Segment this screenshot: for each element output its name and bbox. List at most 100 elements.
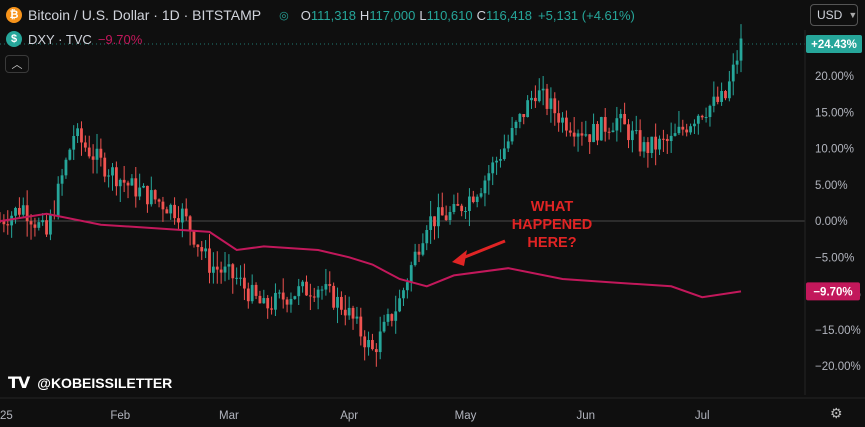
candle-body	[142, 185, 145, 188]
x-tick-label: Feb	[110, 410, 130, 422]
compare-value: −9.70%	[97, 31, 143, 47]
eye-icon[interactable]: ◎	[279, 9, 289, 22]
candle-body	[650, 136, 654, 153]
candle-body	[301, 281, 305, 287]
candle-body	[21, 205, 25, 215]
candle-body	[138, 187, 142, 197]
candle-body	[227, 264, 231, 267]
candle-body	[720, 91, 724, 102]
candle-body	[735, 60, 739, 65]
candle-body	[382, 321, 386, 332]
candle-body	[677, 126, 681, 134]
candle-body	[630, 130, 634, 141]
candle-body	[433, 216, 436, 227]
x-tick-label: Jun	[577, 410, 596, 422]
candle-body	[662, 138, 665, 140]
candle-body	[704, 117, 708, 119]
candle-body	[634, 130, 638, 132]
candle-body	[87, 147, 91, 157]
candle-body	[460, 205, 464, 212]
tradingview-logo-icon: TV	[8, 373, 30, 392]
candle-body	[483, 180, 487, 194]
candle-body	[627, 124, 630, 141]
candle-body	[638, 130, 642, 152]
candle-body	[270, 308, 273, 310]
ohlc-open: O111,318	[300, 7, 356, 23]
candle-body	[324, 284, 328, 290]
candle-body	[654, 136, 658, 150]
chevron-down-icon: ▼	[848, 10, 858, 20]
candle-body	[452, 204, 456, 213]
ohlc-low: L110,610	[419, 7, 473, 23]
candle-body	[363, 336, 367, 348]
candle-body	[157, 199, 161, 202]
candle-body	[394, 311, 398, 321]
candle-body	[506, 141, 510, 149]
candle-body	[561, 117, 564, 123]
compare-legend[interactable]: $ DXY · TVC −9.70%	[6, 31, 142, 47]
candle-body	[293, 296, 297, 299]
candle-body	[289, 298, 293, 305]
candle-body	[215, 266, 219, 270]
x-tick-label: May	[455, 410, 477, 422]
candle-body	[196, 244, 200, 248]
candle-body	[118, 179, 122, 187]
annotation-text: WHAT	[531, 199, 574, 215]
candle-body	[359, 316, 363, 337]
candle-body	[274, 292, 277, 310]
candle-body	[246, 288, 250, 302]
candle-body	[80, 128, 83, 143]
candle-body	[122, 179, 126, 183]
candle-body	[510, 127, 514, 142]
candle-body	[41, 220, 45, 223]
candle-body	[107, 175, 111, 177]
candle-body	[177, 218, 180, 223]
candle-body	[700, 115, 704, 118]
candle-body	[584, 134, 588, 136]
candle-body	[328, 284, 332, 286]
candle-body	[285, 299, 289, 305]
y-tick-label: 5.00%	[815, 180, 848, 192]
ohlc-high: H117,000	[359, 7, 416, 23]
dxy-price-badge	[806, 282, 860, 301]
candle-body	[479, 193, 483, 197]
candle-body	[184, 208, 188, 217]
currency-select[interactable]: USD ▼	[810, 4, 858, 26]
candle-body	[429, 216, 433, 231]
candle-body	[390, 314, 394, 321]
candle-body	[487, 173, 491, 181]
candle-body	[336, 296, 339, 308]
candle-body	[320, 289, 324, 291]
bitcoin-icon: ₿	[6, 7, 22, 23]
watermark: TV @KOBEISSILETTER	[8, 373, 172, 392]
candle-body	[568, 130, 572, 133]
candle-body	[530, 97, 533, 101]
candle-body	[615, 118, 619, 131]
gear-icon[interactable]: ⚙	[830, 405, 843, 421]
candle-body	[114, 167, 118, 187]
btc-price-badge-label: +24.43%	[811, 39, 857, 51]
currency-value: USD	[817, 8, 843, 22]
candle-body	[592, 123, 595, 143]
collapse-legend-button[interactable]: ︿	[5, 55, 29, 73]
y-tick-label: 10.00%	[815, 144, 854, 156]
candle-body	[204, 248, 208, 252]
candle-body	[518, 113, 522, 122]
candle-body	[200, 247, 204, 252]
candle-body	[696, 115, 700, 124]
candle-body	[727, 81, 731, 99]
candle-body	[739, 38, 743, 61]
candle-body	[367, 340, 370, 348]
candle-body	[83, 142, 87, 148]
candle-body	[231, 264, 235, 279]
candle-body	[243, 277, 246, 289]
y-tick-label: −20.00%	[815, 361, 861, 373]
candle-body	[103, 157, 107, 177]
candle-body	[549, 98, 553, 109]
candle-body	[355, 316, 359, 319]
candle-body	[99, 148, 103, 158]
candle-body	[254, 284, 258, 296]
dollar-icon: $	[6, 31, 22, 47]
symbol-title[interactable]: Bitcoin / U.S. Dollar · 1D · BITSTAMP	[28, 7, 262, 23]
